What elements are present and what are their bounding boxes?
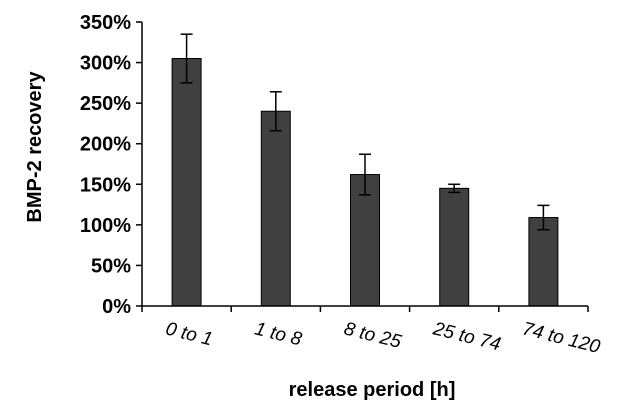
bar (528, 217, 559, 307)
x-axis-title: release period [h] (289, 379, 456, 401)
x-category-label: 1 to 8 (253, 318, 305, 350)
bar (171, 58, 202, 307)
x-category-label: 74 to 120 (520, 318, 602, 358)
error-bar (180, 33, 193, 84)
bars-group (171, 58, 559, 307)
bar (260, 110, 291, 307)
y-axis-ticks (136, 21, 142, 307)
y-axis-title: BMP-2 recovery (24, 71, 46, 223)
y-tick-label: 250% (80, 93, 131, 115)
error-bars-group (180, 33, 550, 231)
x-category-label: 0 to 1 (163, 318, 214, 350)
x-category-label: 25 to 74 (430, 318, 503, 355)
error-bar (269, 91, 282, 132)
y-tick-label: 200% (80, 134, 131, 156)
y-tick-label: 100% (80, 215, 131, 237)
x-axis-category-labels: 0 to 1 1 to 8 8 to 25 25 to 74 74 to 120 (163, 318, 602, 358)
error-bar (359, 153, 371, 196)
y-tick-label: 50% (91, 255, 131, 277)
y-axis-tick-labels: 0% 50% 100% 150% 200% 250% 300% 350% (80, 12, 131, 318)
bar (439, 187, 470, 307)
error-bar (448, 183, 461, 194)
bar (350, 174, 380, 307)
y-tick-label: 150% (80, 174, 131, 196)
x-category-label: 8 to 25 (342, 318, 404, 353)
y-tick-label: 0% (102, 296, 131, 318)
x-axis-ticks (141, 306, 589, 312)
error-bar (537, 204, 550, 231)
y-tick-label: 300% (80, 53, 131, 75)
y-tick-label: 350% (80, 12, 131, 34)
